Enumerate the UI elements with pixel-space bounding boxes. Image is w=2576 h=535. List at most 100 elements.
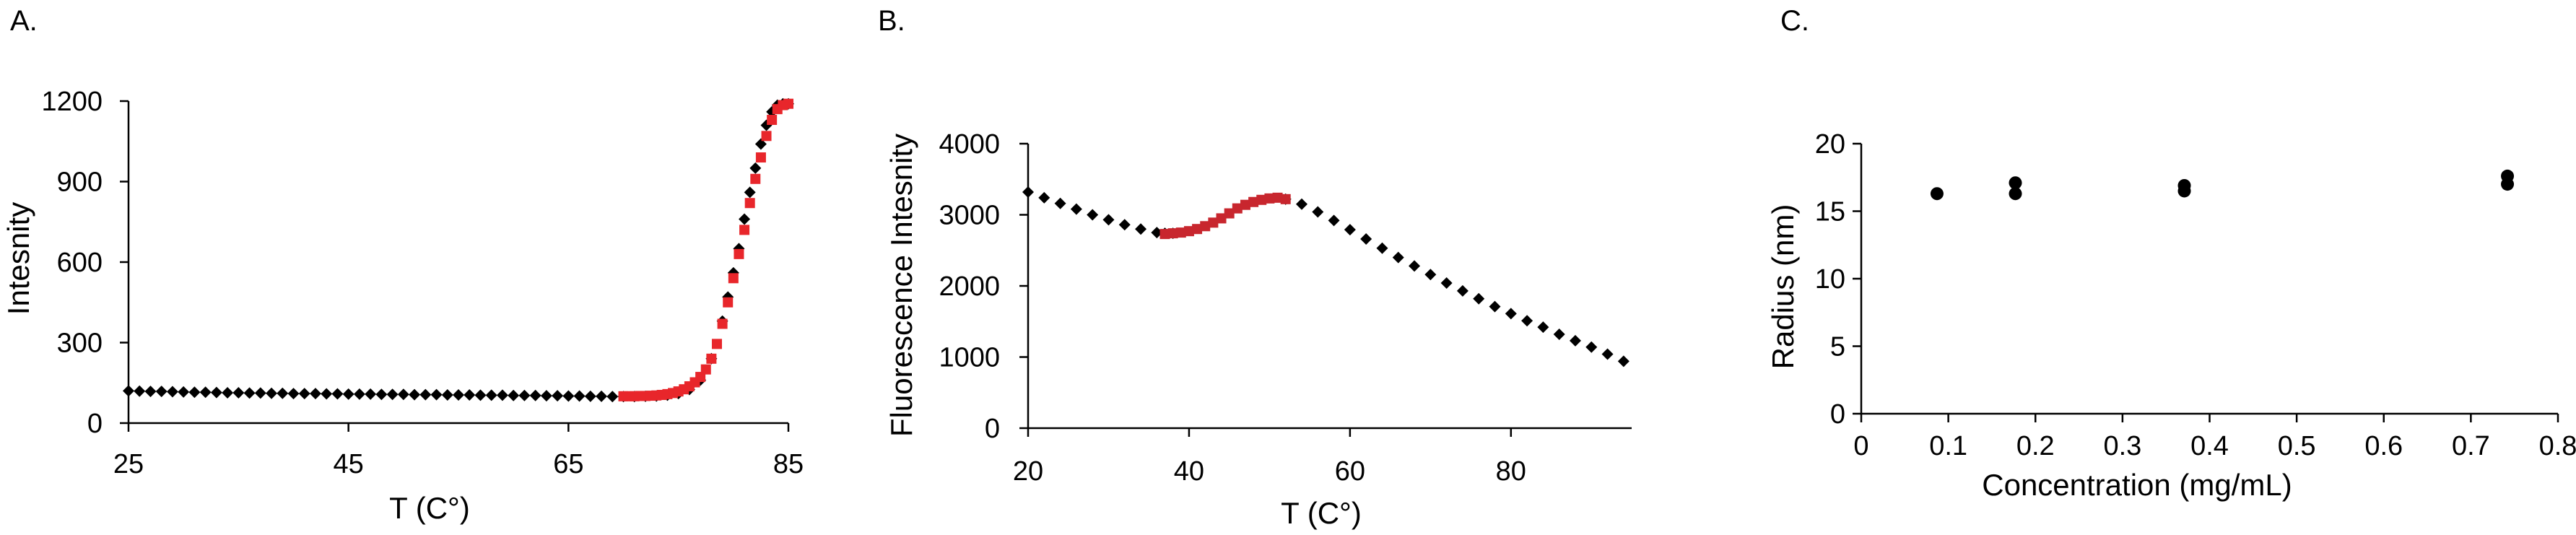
data-point-square (1272, 192, 1283, 203)
data-point-square (1208, 217, 1219, 228)
x-tick-label: 0.4 (2190, 431, 2229, 461)
data-point-diamond (1440, 277, 1453, 290)
data-point-diamond (222, 387, 234, 399)
data-point-diamond (166, 386, 178, 398)
data-point-diamond (453, 388, 464, 401)
data-point-square (1216, 213, 1227, 224)
y-tick-label: 15 (1815, 197, 1845, 227)
data-point-diamond (375, 388, 388, 401)
data-point-diamond (744, 186, 756, 199)
data-point-diamond (243, 387, 256, 399)
data-point-diamond (386, 388, 399, 401)
data-point-diamond (606, 391, 619, 403)
data-point-diamond (1360, 232, 1372, 245)
y-tick-label: 4000 (939, 129, 1000, 160)
y-tick-label: 300 (57, 329, 103, 359)
chart-b-xlabel: T (C°) (1281, 496, 1362, 530)
data-point-diamond (552, 390, 564, 402)
data-point-square (700, 364, 711, 375)
data-point-diamond (1038, 191, 1050, 204)
x-tick-label: 0.1 (1929, 431, 1967, 461)
data-point-diamond (321, 388, 333, 400)
data-point-diamond (584, 390, 596, 402)
data-point-diamond (1392, 251, 1404, 264)
data-point-diamond (1521, 315, 1533, 327)
data-point-square (1256, 194, 1267, 205)
chart-a-axes (127, 101, 788, 425)
data-point-diamond (1328, 214, 1340, 227)
data-point-circle (2009, 187, 2022, 201)
data-point-diamond (254, 387, 266, 399)
data-point-diamond (508, 389, 520, 401)
data-point-square (711, 339, 722, 349)
data-point-diamond (496, 389, 508, 401)
chart-b: 20 40 60 80 0 1000 2000 3000 4000 T (C°) Fluores… (884, 129, 1632, 530)
chart-a-ylabel: Intesnity (1, 202, 35, 315)
x-tick-label: 25 (113, 449, 144, 479)
x-tick-label: 0.6 (2364, 431, 2403, 461)
panel-label-c: C. (1780, 5, 1809, 37)
data-point-diamond (298, 388, 310, 400)
data-point-diamond (1151, 227, 1163, 239)
data-point-diamond (1424, 269, 1437, 281)
chart-c-ticks: 0 0.1 0.2 0.3 0.4 0.5 0.6 0.7 0.8 0 5 10 15 20 (1815, 129, 2576, 461)
data-point-diamond (409, 388, 421, 401)
data-point-diamond (749, 162, 762, 174)
chart-c-points (1930, 169, 2515, 201)
y-tick-label: 1200 (41, 87, 103, 117)
y-tick-label: 0 (985, 414, 1000, 444)
data-point-diamond (397, 388, 409, 401)
x-tick-label: 0.5 (2278, 431, 2316, 461)
x-tick-label: 0 (1853, 431, 1868, 461)
data-point-diamond (287, 388, 300, 400)
data-point-diamond (1102, 214, 1115, 226)
data-point-diamond (1617, 355, 1629, 367)
data-point-square (767, 115, 778, 126)
data-point-diamond (1312, 206, 1324, 218)
y-tick-label: 0 (1830, 399, 1845, 430)
data-point-square (1175, 227, 1186, 238)
data-point-diamond (529, 389, 541, 401)
data-point-diamond (144, 386, 157, 398)
data-point-diamond (739, 213, 751, 225)
data-point-circle (2501, 169, 2515, 183)
chart-c-ylabel: Radius (nm) (1766, 204, 1800, 370)
data-point-diamond (754, 138, 767, 150)
data-point-diamond (1070, 203, 1082, 215)
x-tick-label: 80 (1496, 456, 1526, 487)
data-point-diamond (155, 386, 167, 398)
data-point-square (1159, 229, 1170, 240)
data-point-square (1200, 221, 1211, 232)
data-point-diamond (441, 388, 453, 401)
data-point-diamond (485, 389, 497, 401)
y-tick-label: 20 (1815, 129, 1845, 160)
data-point-diamond (1473, 292, 1485, 305)
data-point-square (1232, 203, 1243, 214)
chart-b-axes (1027, 144, 1632, 430)
data-point-diamond (1344, 224, 1356, 236)
data-point-diamond (1553, 328, 1565, 340)
data-point-diamond (1585, 341, 1598, 353)
data-point-diamond (419, 388, 432, 401)
data-point-square (1280, 193, 1291, 204)
x-tick-label: 0.7 (2452, 431, 2490, 461)
data-point-diamond (199, 386, 212, 399)
data-point-diamond (1087, 209, 1099, 221)
data-point-circle (2177, 178, 2191, 192)
data-point-diamond (365, 388, 377, 400)
x-tick-label: 60 (1335, 456, 1365, 487)
chart-a-ticks: 25 45 65 85 0 300 600 900 1200 (41, 87, 804, 479)
panel-label-b: B. (878, 5, 905, 37)
chart-a-points (123, 97, 794, 403)
data-point-diamond (1022, 186, 1034, 198)
y-tick-label: 3000 (939, 201, 1000, 231)
data-point-square (783, 98, 793, 109)
chart-b-ticks: 20 40 60 80 0 1000 2000 3000 4000 (939, 129, 1526, 487)
data-point-diamond (1376, 242, 1388, 254)
data-point-diamond (331, 388, 344, 400)
data-point-diamond (1489, 300, 1501, 313)
x-tick-label: 0.8 (2539, 431, 2576, 461)
data-point-circle (1930, 187, 1944, 201)
data-point-diamond (1135, 223, 1147, 235)
data-point-diamond (1456, 284, 1468, 297)
